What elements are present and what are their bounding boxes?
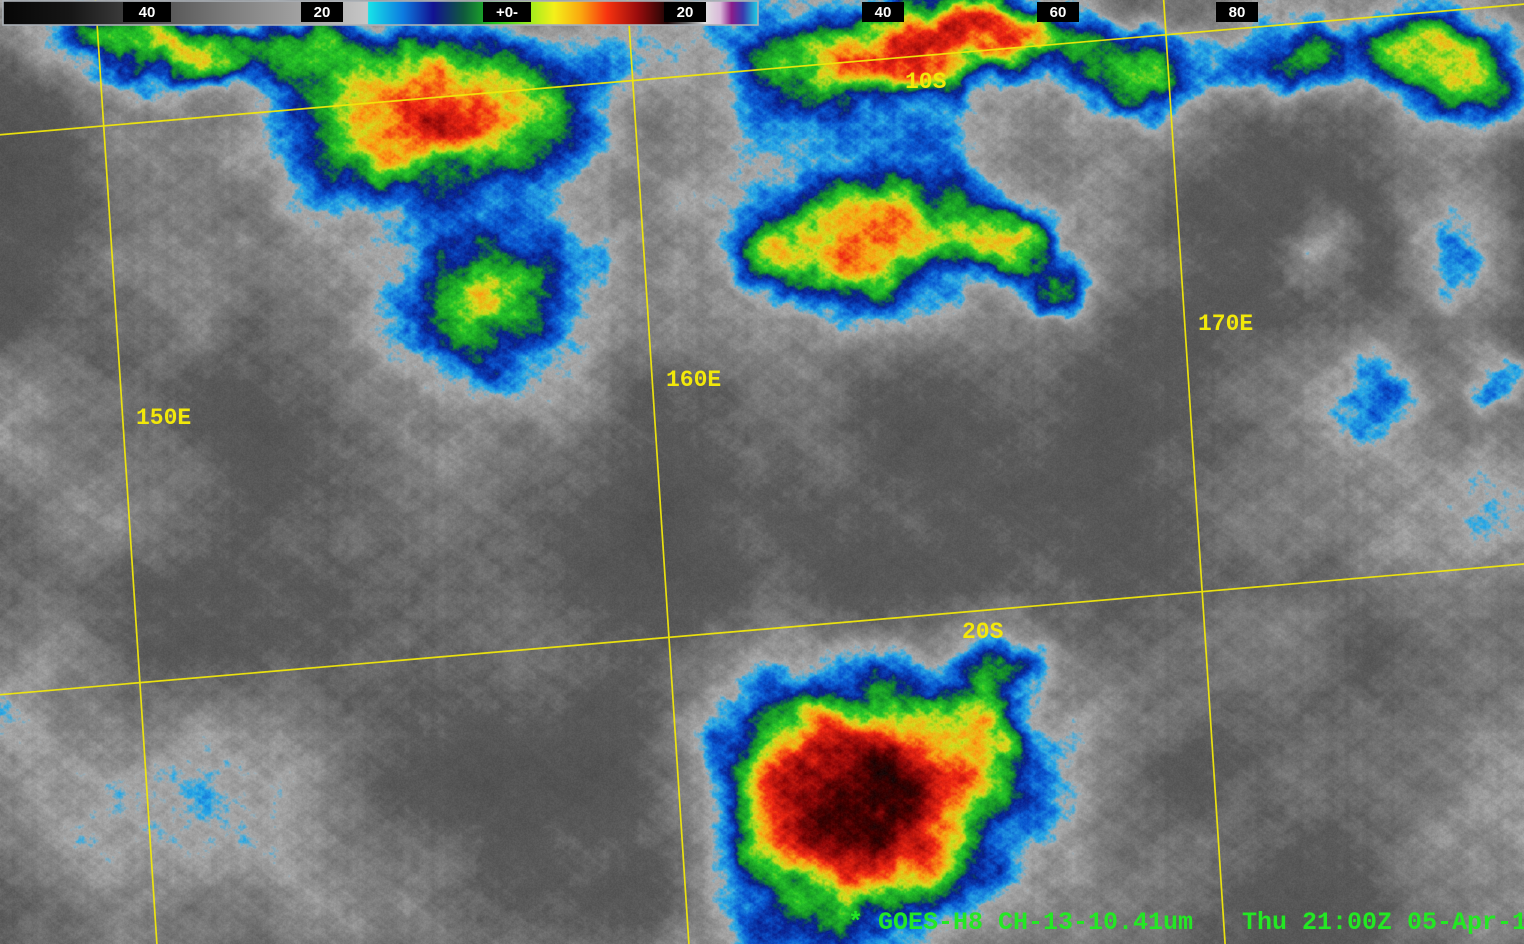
svg-text:170E: 170E xyxy=(1198,311,1253,337)
svg-text:40: 40 xyxy=(139,4,156,21)
svg-text:160E: 160E xyxy=(666,367,721,393)
svg-text:20: 20 xyxy=(314,4,331,21)
svg-text:40: 40 xyxy=(875,4,892,21)
svg-text:20: 20 xyxy=(677,4,694,21)
svg-text:80: 80 xyxy=(1229,4,1246,21)
svg-text:150E: 150E xyxy=(136,405,191,431)
svg-text:10S: 10S xyxy=(905,69,947,95)
svg-text:60: 60 xyxy=(1050,4,1067,21)
svg-text:20S: 20S xyxy=(962,619,1004,645)
svg-text:Thu 21:00Z 05-Apr-18: Thu 21:00Z 05-Apr-18 xyxy=(1242,908,1524,937)
svg-text:+0-: +0- xyxy=(496,4,518,21)
svg-text:* GOES-H8 CH-13-10.41um: * GOES-H8 CH-13-10.41um xyxy=(848,908,1193,937)
